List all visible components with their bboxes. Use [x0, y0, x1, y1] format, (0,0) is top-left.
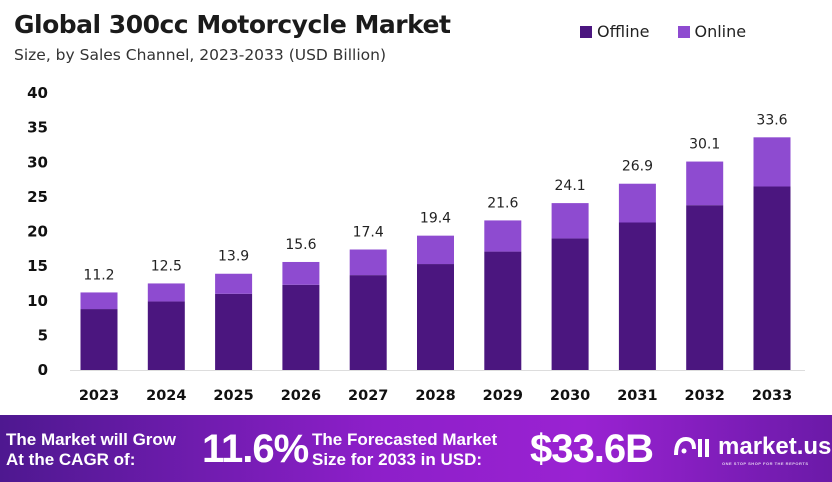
bar-online: [80, 292, 118, 310]
legend-swatch-offline: [580, 26, 592, 38]
bar-offline: [417, 264, 454, 370]
bar-online: [753, 137, 791, 187]
data-label: 19.4: [420, 211, 451, 227]
x-tick-label: 2029: [483, 388, 523, 404]
data-label: 15.6: [285, 237, 316, 253]
y-tick-label: 35: [27, 119, 48, 137]
data-label: 33.6: [756, 112, 787, 128]
bar-offline: [349, 275, 387, 370]
cagr-label-line: At the CAGR of:: [6, 450, 136, 469]
bar-online: [686, 161, 724, 206]
x-tick-label: 2030: [550, 388, 590, 404]
bar-offline: [80, 309, 118, 370]
x-tick-label: 2024: [146, 388, 186, 404]
bar-offline: [147, 301, 185, 370]
forecast-label: The Forecasted Market Size for 2033 in US…: [312, 430, 497, 470]
bar-offline: [753, 186, 791, 370]
y-tick-label: 25: [27, 188, 48, 206]
x-tick-label: 2023: [79, 388, 119, 404]
data-label: 11.2: [83, 267, 114, 283]
y-tick-label: 20: [27, 223, 48, 241]
y-tick-label: 10: [27, 292, 48, 310]
x-tick-label: 2025: [213, 388, 253, 404]
bar-chart: 051015202530354011.2202312.5202413.92025…: [27, 84, 805, 404]
x-tick-label: 2033: [752, 388, 792, 404]
chart-subtitle: Size, by Sales Channel, 2023-2033 (USD B…: [14, 46, 386, 64]
logo-text: market.us: [718, 433, 832, 460]
bar-online: [215, 273, 253, 294]
bar-offline: [215, 293, 253, 370]
cagr-value: 11.6%: [202, 427, 309, 471]
bar-offline: [282, 284, 320, 370]
cagr-label-line: The Market will Grow: [6, 430, 177, 449]
y-tick-label: 0: [38, 361, 48, 379]
bar-online: [484, 220, 522, 252]
x-tick-label: 2028: [415, 388, 455, 404]
logo-icon: [674, 436, 709, 457]
legend-item-offline: Offline: [580, 22, 650, 41]
bar-online: [417, 235, 454, 265]
legend-label: Online: [694, 22, 747, 41]
y-tick-label: 5: [38, 326, 48, 344]
cagr-label: The Market will Grow At the CAGR of:: [6, 430, 176, 470]
data-label: 30.1: [689, 137, 720, 153]
legend: Offline Online: [580, 22, 746, 41]
bar-online: [147, 283, 185, 302]
bar-offline: [686, 205, 724, 370]
bar-online: [282, 261, 320, 285]
y-tick-label: 15: [27, 257, 48, 275]
x-tick-label: 2026: [281, 388, 321, 404]
legend-swatch-online: [677, 26, 690, 38]
data-label: 12.5: [151, 258, 182, 274]
data-label: 26.9: [622, 159, 653, 175]
forecast-label-line: Size for 2033 in USD:: [312, 450, 483, 469]
data-label: 21.6: [487, 195, 518, 211]
bar-online: [349, 249, 387, 276]
market-us-logo: market.us: [672, 433, 831, 461]
forecast-label-line: The Forecasted Market: [312, 430, 498, 449]
bar-online: [618, 183, 656, 223]
legend-label: Offline: [597, 22, 650, 41]
bar-offline: [484, 251, 522, 370]
bar-online: [551, 203, 589, 239]
bar-offline: [551, 238, 589, 370]
x-tick-label: 2032: [685, 388, 725, 404]
chart-title: Global 300cc Motorcycle Market: [14, 10, 451, 39]
forecast-value: $33.6B: [530, 427, 654, 471]
bar-offline: [618, 222, 656, 370]
y-tick-label: 40: [27, 84, 48, 102]
x-tick-label: 2027: [348, 388, 388, 404]
y-tick-label: 30: [27, 153, 48, 171]
data-label: 17.4: [353, 225, 384, 241]
data-label: 24.1: [555, 178, 586, 194]
summary-banner: The Market will Grow At the CAGR of: 11.6…: [0, 415, 832, 482]
legend-item-online: Online: [677, 22, 747, 41]
logo-tagline: ONE STOP SHOP FOR THE REPORTS: [722, 461, 809, 466]
data-label: 13.9: [218, 249, 249, 265]
x-tick-label: 2031: [617, 388, 657, 404]
